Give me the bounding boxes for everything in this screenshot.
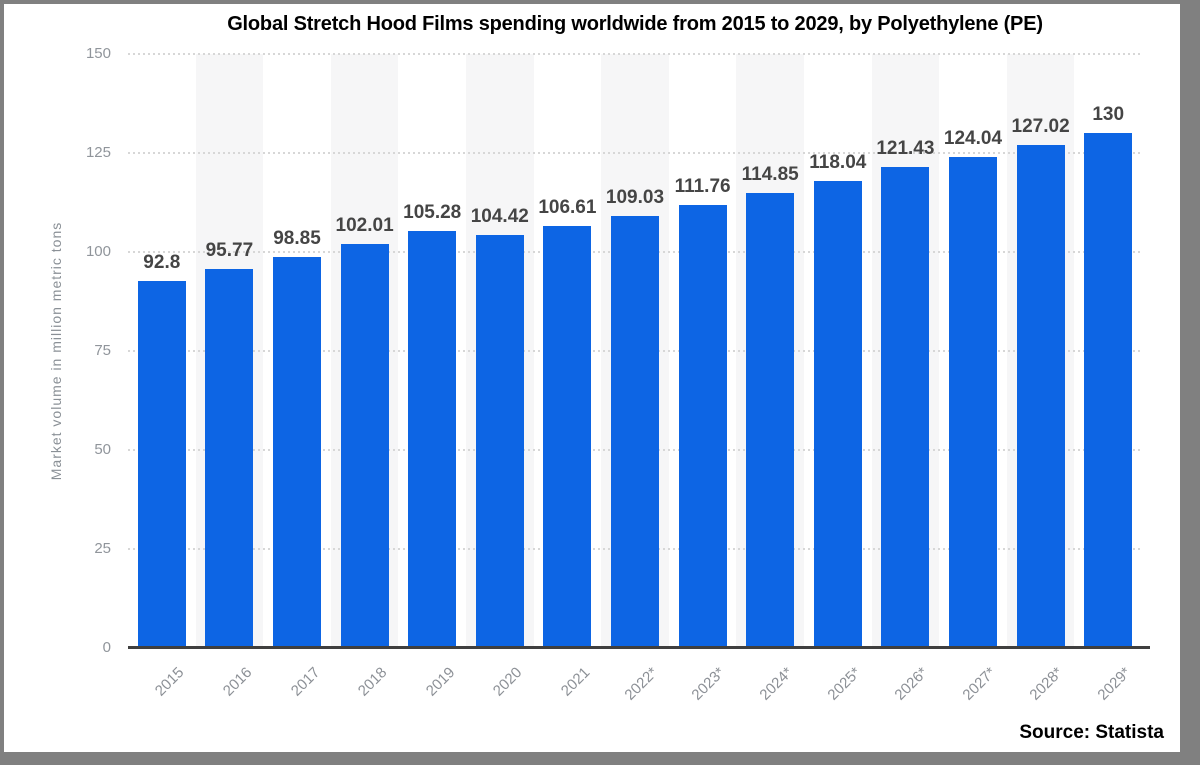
bar-column: 114.85 [736, 54, 804, 648]
bar [610, 216, 659, 648]
x-tick-label: 2018 [355, 664, 391, 700]
x-tick-label: 2025* [824, 664, 864, 704]
x-tick-label: 2028* [1026, 664, 1067, 704]
bar-value-label: 92.8 [143, 251, 181, 273]
source-label: Source: Statista [1019, 722, 1164, 743]
x-axis-tick-labels: 2015 2016 2017 2018 2019 2020 2021 2022* 2023* 20… [128, 654, 1142, 724]
bar-column: 102.01 [331, 54, 399, 648]
bar [137, 280, 186, 648]
y-tick-label: 0 [102, 639, 111, 656]
bar [340, 244, 389, 648]
x-axis-line [128, 646, 1150, 649]
bar-column: 109.03 [601, 54, 669, 648]
y-tick-label: 100 [85, 243, 111, 260]
bar-value-label: 98.85 [273, 227, 321, 249]
x-tick-label: 2021 [557, 664, 594, 700]
bar-value-label: 118.04 [809, 151, 867, 173]
x-tick-label: 2023* [688, 664, 729, 704]
bar-column: 92.8 [128, 54, 196, 648]
bar-column: 95.77 [196, 54, 264, 648]
y-axis-tick-labels: 0 25 50 75 100 125 150 [4, 45, 111, 656]
gridline [128, 53, 1142, 55]
x-tick-label: 2022* [621, 664, 662, 704]
chart-title: Global Stretch Hood Films spending world… [227, 13, 1043, 35]
x-tick-label: 2024* [756, 664, 797, 704]
x-tick-label: 2020 [490, 664, 526, 700]
bar-value-label: 105.28 [403, 202, 462, 224]
bar-value-label: 102.01 [335, 215, 394, 237]
bar-column: 127.02 [1007, 54, 1075, 648]
bar-value-label: 124.04 [943, 127, 1003, 149]
bar [543, 225, 592, 648]
y-tick-label: 150 [85, 45, 111, 62]
bar-value-label: 104.42 [470, 205, 529, 227]
bar [408, 231, 457, 648]
bar-column: 104.42 [466, 54, 534, 648]
y-tick-label: 25 [94, 540, 111, 557]
bar-value-label: 121.43 [876, 138, 935, 160]
bar-column: 98.85 [263, 54, 331, 648]
bar-value-label: 114.85 [741, 164, 799, 186]
bar [678, 205, 727, 648]
x-tick-label: 2017 [287, 664, 324, 700]
y-tick-label: 125 [85, 144, 111, 161]
bar-column: 124.04 [939, 54, 1007, 648]
bar [1016, 145, 1065, 648]
bar-value-label: 130 [1092, 104, 1125, 126]
bar-column: 121.43 [872, 54, 940, 648]
bar [272, 256, 321, 648]
x-tick-label: 2026* [891, 664, 932, 704]
x-tick-label: 2027* [959, 664, 1000, 704]
bar [746, 193, 795, 648]
bar-column: 105.28 [398, 54, 466, 648]
gridline [128, 152, 1142, 154]
bar [813, 180, 862, 648]
plot-area: 92.8 95.77 98.85 102.01 105.28 104.42 106.61 10… [128, 53, 1150, 649]
bar [475, 234, 524, 648]
bar [881, 167, 930, 648]
y-tick-label: 50 [94, 441, 111, 458]
bar-column: 106.61 [534, 54, 602, 648]
bar-value-label: 106.61 [538, 196, 597, 218]
bar-column: 111.76 [669, 54, 737, 648]
bar [1084, 133, 1133, 648]
bar-value-label: 109.03 [605, 187, 665, 209]
x-tick-label: 2019 [422, 664, 459, 700]
bar-value-label: 111.76 [674, 176, 731, 198]
bar [948, 156, 997, 648]
bar-value-label: 127.02 [1011, 116, 1070, 138]
bar-column: 118.04 [804, 54, 872, 648]
bar-column: 130 [1074, 54, 1142, 648]
x-tick-label: 2015 [152, 664, 188, 700]
bar [205, 268, 254, 648]
x-tick-label: 2016 [219, 664, 256, 700]
y-tick-label: 75 [94, 342, 111, 359]
x-tick-label: 2029* [1094, 664, 1135, 704]
bar-value-label: 95.77 [205, 239, 254, 261]
